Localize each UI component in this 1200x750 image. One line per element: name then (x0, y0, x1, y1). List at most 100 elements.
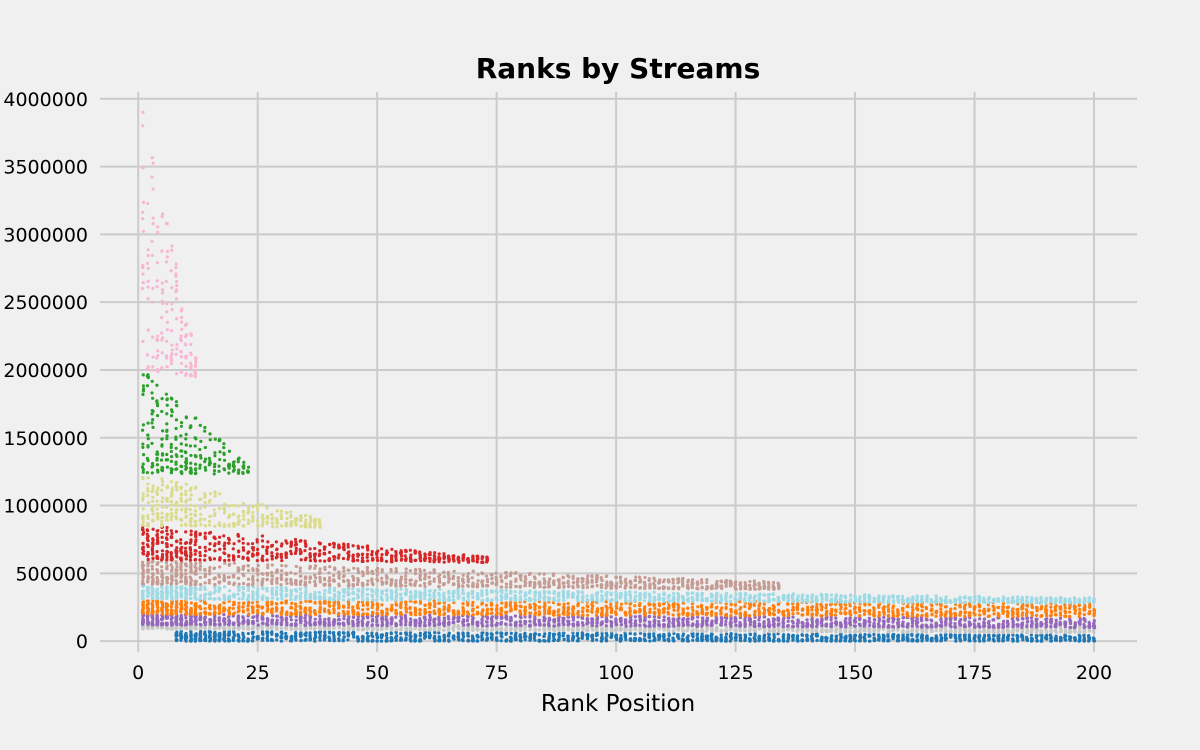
data-point (1011, 633, 1015, 637)
data-point (590, 620, 594, 625)
data-point (523, 625, 527, 629)
data-point (504, 615, 509, 619)
data-point (509, 639, 513, 643)
data-point (728, 639, 732, 643)
data-point (1058, 639, 1063, 643)
data-point (934, 628, 938, 633)
data-point (404, 636, 408, 640)
data-point (414, 618, 418, 622)
data-point (791, 620, 795, 625)
data-point (332, 618, 336, 622)
data-point (982, 627, 986, 632)
data-point (299, 639, 303, 643)
data-point (696, 638, 700, 643)
data-point (404, 606, 408, 610)
data-point (1044, 625, 1048, 629)
data-point (810, 619, 815, 624)
data-point (312, 627, 317, 632)
data-point (647, 635, 651, 639)
data-point (623, 635, 628, 639)
data-point (471, 613, 475, 617)
data-point (428, 626, 432, 630)
data-point (686, 622, 690, 627)
data-point (628, 620, 632, 624)
data-point (442, 623, 446, 628)
data-point (294, 611, 299, 616)
data-point (323, 609, 327, 613)
data-point (318, 631, 322, 635)
data-point (637, 614, 642, 618)
data-point (1035, 617, 1039, 621)
data-point (518, 628, 523, 632)
data-point (958, 633, 962, 637)
data-point (265, 617, 270, 621)
data-point (438, 613, 442, 617)
data-point (1054, 638, 1058, 642)
data-point (906, 624, 910, 628)
data-point (499, 634, 503, 638)
data-point (934, 634, 938, 638)
data-point (309, 626, 313, 631)
data-point (207, 629, 211, 634)
data-point (657, 619, 661, 624)
data-point (456, 619, 461, 623)
data-point (914, 622, 919, 626)
data-point (1001, 625, 1006, 629)
data-point (341, 604, 346, 608)
data-point (762, 629, 767, 634)
data-point (519, 635, 523, 639)
data-point (246, 627, 250, 631)
data-point (1078, 626, 1082, 630)
data-point (685, 629, 689, 633)
data-point (361, 608, 365, 612)
data-point (164, 604, 169, 608)
data-point (690, 623, 694, 628)
data-point (404, 627, 408, 632)
data-point (624, 624, 628, 628)
data-point (700, 632, 704, 636)
data-point (1083, 625, 1087, 629)
data-point (394, 615, 398, 619)
data-point (987, 629, 991, 633)
data-point (752, 636, 756, 640)
data-point (451, 628, 456, 632)
data-point (175, 602, 179, 606)
data-point (1011, 625, 1015, 629)
data-point (1030, 619, 1034, 623)
data-point (590, 617, 594, 621)
data-point (342, 616, 346, 621)
data-point (557, 623, 561, 627)
data-point (294, 618, 298, 622)
data-point (978, 617, 982, 621)
data-point (514, 637, 518, 642)
data-point (867, 630, 872, 634)
data-point (643, 632, 647, 636)
data-point (423, 608, 427, 612)
data-point (466, 638, 470, 642)
data-point (213, 638, 217, 642)
data-point (571, 629, 575, 633)
data-point (485, 636, 489, 640)
data-point (533, 627, 537, 631)
data-point (767, 627, 771, 632)
data-point (280, 606, 284, 610)
data-point (422, 632, 427, 637)
data-point (1001, 619, 1006, 623)
data-point (346, 609, 350, 614)
data-point (561, 634, 565, 638)
data-point (418, 631, 422, 635)
data-point (604, 619, 609, 623)
data-point (1025, 616, 1029, 620)
data-point (571, 624, 576, 628)
data-point (155, 605, 160, 609)
data-point (724, 619, 728, 624)
data-point (782, 633, 786, 637)
data-point (963, 630, 967, 634)
data-point (1029, 633, 1033, 637)
data-point (261, 636, 265, 640)
data-point (571, 638, 575, 642)
data-point (250, 601, 255, 605)
data-point (868, 639, 872, 643)
data-point (552, 620, 556, 624)
data-point (279, 611, 283, 615)
